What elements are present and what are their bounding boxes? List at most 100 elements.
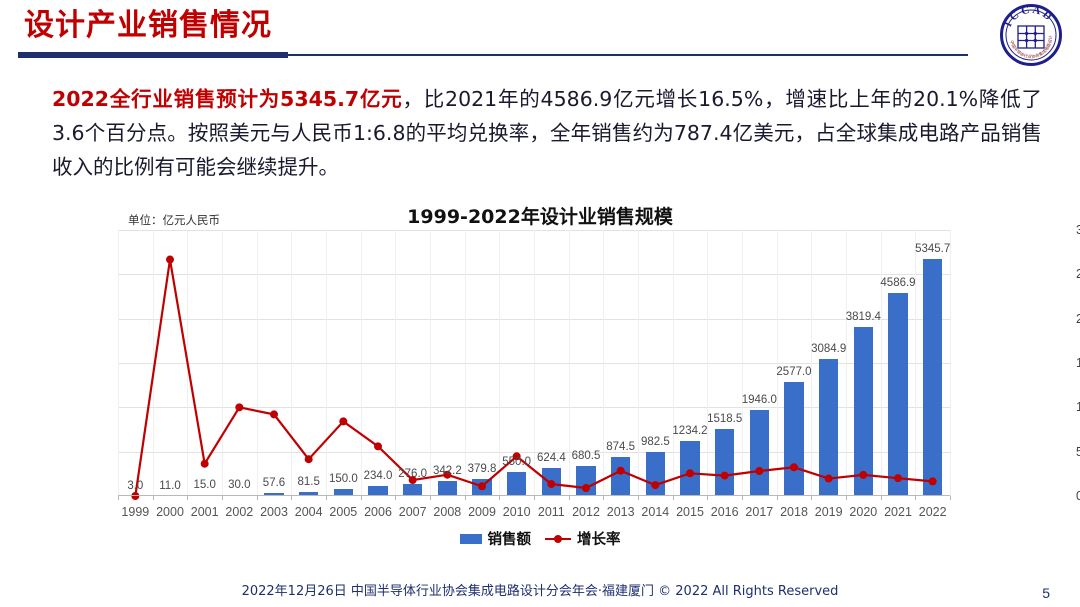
growth-rate-point[interactable] bbox=[166, 255, 174, 264]
vertical-gridline bbox=[880, 230, 882, 496]
chart-bar[interactable] bbox=[368, 485, 388, 496]
growth-rate-point[interactable] bbox=[582, 484, 590, 493]
vertical-gridline bbox=[568, 230, 570, 496]
chart-bar[interactable] bbox=[299, 492, 319, 496]
vertical-gridline bbox=[776, 230, 778, 496]
legend-item-sales[interactable]: 销售额 bbox=[459, 528, 532, 549]
x-axis-tickmark bbox=[152, 496, 154, 500]
bar-value-label: 3084.9 bbox=[811, 343, 847, 356]
growth-rate-point[interactable] bbox=[547, 480, 556, 489]
footer-text: 2022年12月26日 中国半导体行业协会集成电路设计分会年会·福建厦门 © 2… bbox=[241, 584, 839, 599]
chart-bar[interactable] bbox=[507, 471, 527, 496]
growth-rate-point[interactable] bbox=[824, 474, 833, 483]
growth-rate-point[interactable] bbox=[443, 470, 452, 479]
growth-rate-point[interactable] bbox=[270, 410, 278, 419]
x-axis-line bbox=[118, 495, 950, 496]
bar-value-label: 2577.0 bbox=[776, 365, 812, 378]
chart-bar[interactable] bbox=[715, 428, 735, 496]
growth-rate-point[interactable] bbox=[790, 463, 798, 472]
bar-value-label: 680.5 bbox=[571, 449, 601, 462]
vertical-gridline bbox=[118, 230, 119, 496]
x-axis-tick-label: 2005 bbox=[329, 505, 358, 519]
summary-paragraph: 2022全行业销售预计为5345.7亿元，比2021年的4586.9亿元增长16… bbox=[52, 82, 1042, 184]
bar-value-label: 624.4 bbox=[536, 452, 566, 465]
chart-bar[interactable] bbox=[264, 493, 284, 496]
sales-chart: 1999-2022年设计业销售规模 单位：亿元人民币 3.0 11.0 15.0 30… bbox=[0, 198, 1080, 563]
x-axis-tick-label: 2018 bbox=[780, 505, 808, 519]
growth-rate-point[interactable] bbox=[686, 469, 694, 478]
chart-bar[interactable] bbox=[819, 359, 839, 496]
x-axis-tickmark bbox=[534, 496, 535, 500]
growth-rate-point[interactable] bbox=[894, 474, 902, 483]
chart-bar[interactable] bbox=[888, 292, 908, 496]
bar-value-label: 3819.4 bbox=[845, 310, 881, 323]
x-axis-tick-label: 2008 bbox=[433, 505, 462, 519]
vertical-gridline bbox=[222, 230, 223, 496]
chart-bar[interactable] bbox=[611, 457, 631, 496]
x-axis-tick-label: 2010 bbox=[502, 505, 531, 519]
bar-value-label: 234.0 bbox=[363, 469, 393, 482]
x-axis-tickmark bbox=[950, 496, 951, 500]
growth-rate-point[interactable] bbox=[720, 471, 729, 480]
chart-plot-area: 3.0 11.0 15.0 30.0 57.6 81.5 150.0 234.0 276.0 34… bbox=[118, 223, 1080, 519]
vertical-gridline bbox=[915, 230, 917, 496]
chart-bar[interactable] bbox=[403, 483, 423, 496]
growth-rate-point[interactable] bbox=[859, 470, 868, 479]
page-number: 5 bbox=[1042, 585, 1050, 601]
growth-rate-point[interactable] bbox=[755, 466, 764, 475]
legend-label-sales: 销售额 bbox=[487, 532, 532, 548]
vertical-gridline bbox=[846, 230, 847, 496]
growth-rate-point[interactable] bbox=[651, 481, 660, 490]
x-axis-tickmark bbox=[776, 496, 778, 500]
bar-value-label: 150.0 bbox=[328, 473, 358, 486]
x-axis-tick-label: 2013 bbox=[606, 505, 635, 519]
vertical-gridline bbox=[534, 230, 535, 496]
bar-value-label: 30.0 bbox=[228, 478, 251, 491]
chart-bar[interactable] bbox=[680, 441, 700, 496]
x-axis-tick-label: 1999 bbox=[121, 505, 150, 519]
bar-value-label: 276.0 bbox=[398, 467, 428, 480]
x-axis-tick-label: 2002 bbox=[225, 505, 254, 519]
growth-rate-point[interactable] bbox=[374, 442, 382, 451]
vertical-gridline bbox=[464, 230, 466, 496]
x-axis-tick-label: 2019 bbox=[814, 505, 843, 519]
growth-line-layer bbox=[131, 255, 937, 500]
chart-bar[interactable] bbox=[437, 480, 457, 496]
x-axis-tickmark bbox=[360, 496, 362, 500]
bar-value-label: 3.0 bbox=[127, 479, 144, 492]
chart-bar[interactable] bbox=[853, 326, 873, 496]
legend-label-growth: 增长率 bbox=[577, 532, 621, 548]
chart-bar[interactable] bbox=[923, 259, 943, 496]
growth-rate-point[interactable] bbox=[512, 452, 521, 461]
chart-legend: 销售额 增长率 bbox=[0, 528, 1080, 549]
chart-bar[interactable] bbox=[333, 489, 353, 496]
x-axis-tickmark bbox=[326, 496, 327, 500]
growth-rate-point[interactable] bbox=[304, 455, 313, 464]
growth-rate-point[interactable] bbox=[616, 466, 625, 475]
legend-item-growth[interactable]: 增长率 bbox=[545, 528, 621, 549]
growth-rate-point[interactable] bbox=[200, 459, 209, 468]
bar-value-label: 550.0 bbox=[502, 455, 532, 468]
summary-highlight: 2022全行业销售预计为5345.7亿元 bbox=[52, 87, 403, 111]
y2-axis-tick-label: 150.0% bbox=[1076, 356, 1080, 370]
growth-rate-point[interactable] bbox=[131, 492, 140, 500]
growth-rate-point[interactable] bbox=[408, 476, 417, 485]
bar-value-label: 5345.7 bbox=[915, 243, 951, 255]
growth-rate-point[interactable] bbox=[235, 403, 244, 412]
x-axis-tick-label: 2011 bbox=[537, 505, 565, 519]
x-axis-tickmark bbox=[638, 496, 639, 500]
vertical-gridline bbox=[152, 230, 154, 496]
x-axis-tickmark bbox=[672, 496, 674, 500]
growth-rate-point[interactable] bbox=[928, 477, 937, 486]
bar-value-label: 81.5 bbox=[297, 476, 320, 489]
x-axis-tick-label: 2006 bbox=[364, 505, 392, 519]
chart-bar[interactable] bbox=[749, 409, 769, 496]
y2-axis-tick-label: 200.0% bbox=[1076, 311, 1080, 326]
vertical-gridline bbox=[603, 230, 605, 496]
x-axis-tick-label: 2003 bbox=[260, 505, 288, 519]
growth-rate-point[interactable] bbox=[478, 482, 486, 491]
x-axis-tickmark bbox=[222, 496, 223, 500]
growth-rate-point[interactable] bbox=[339, 417, 348, 426]
chart-bar[interactable] bbox=[645, 452, 665, 496]
title-underline-thick bbox=[18, 52, 288, 58]
